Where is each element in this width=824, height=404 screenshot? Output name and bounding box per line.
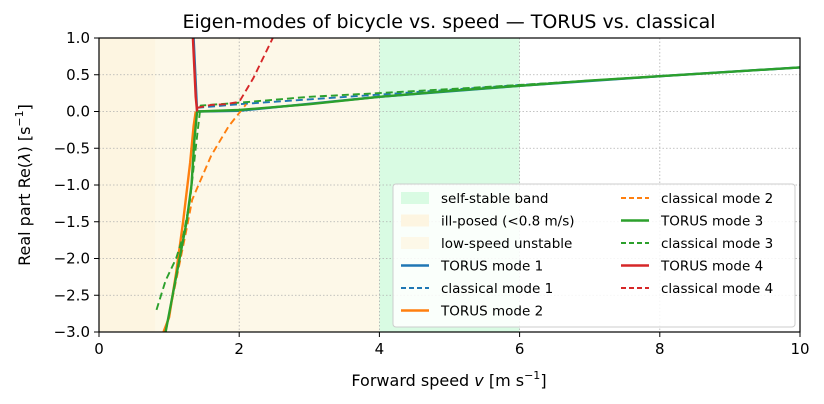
y-tick-label: 0.0 [66,103,90,121]
y-tick-label: −0.5 [54,139,90,157]
series-line-7 [196,38,274,109]
y-axis-label: Real part Re(λ) [s−1] [13,104,34,266]
legend-swatch [401,214,429,227]
y-tick-label: 1.0 [66,29,90,47]
legend: self-stable band ill-posed (<0.8 m/s) low-… [392,183,796,328]
series-layer [155,38,800,332]
legend-label: TORUS mode 2 [440,304,543,320]
x-axis-label: Forward speed v [m s−1] [351,369,546,390]
legend-label: ill-posed (<0.8 m/s) [441,214,575,230]
legend-label: low-speed unstable [441,236,572,252]
legend-label: TORUS mode 1 [440,259,543,275]
y-tick-label: −2.5 [54,286,90,304]
x-tick-label: 0 [94,340,104,358]
y-tick-label: 0.5 [66,66,90,84]
x-axis: 0 2 4 6 8 10 [94,332,810,358]
series-line-4 [164,66,800,332]
x-tick-label: 10 [790,340,809,358]
legend-label: classical mode 1 [441,281,553,297]
y-tick-label: −2.0 [54,250,90,268]
legend-box [392,183,796,328]
legend-label: TORUS mode 4 [660,259,763,275]
series-line-6 [191,38,199,112]
legend-swatch [401,237,429,249]
x-tick-label: 6 [515,340,525,358]
y-tick-label: −1.5 [54,213,90,231]
series-line-5 [155,66,800,311]
x-tick-label: 2 [234,340,244,358]
y-tick-label: −3.0 [54,323,90,341]
legend-label: self-stable band [441,191,548,207]
x-tick-label: 8 [655,340,665,358]
x-tick-label: 4 [375,340,385,358]
y-axis: 1.0 0.5 0.0 −0.5 −1.0 −1.5 −2.0 −2.5 −3.0 [54,29,99,341]
chart-title: Eigen-modes of bicycle vs. speed — TORUS… [182,11,715,33]
legend-label: classical mode 2 [661,191,773,207]
legend-label: TORUS mode 3 [660,214,763,230]
y-tick-label: −1.0 [54,176,90,194]
legend-label: classical mode 3 [661,236,773,252]
legend-swatch [401,192,429,204]
legend-label: classical mode 4 [661,281,773,297]
